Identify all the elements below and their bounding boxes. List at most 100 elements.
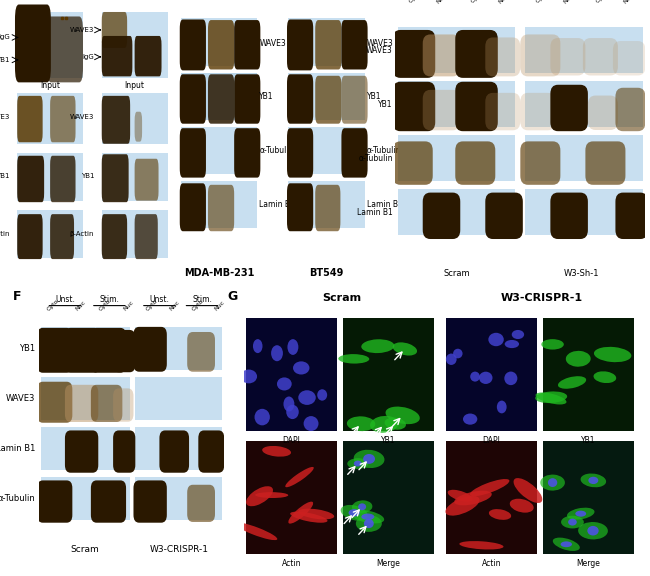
Ellipse shape xyxy=(304,416,318,431)
FancyBboxPatch shape xyxy=(521,93,555,130)
Text: Scram: Scram xyxy=(70,545,99,554)
FancyBboxPatch shape xyxy=(588,96,618,130)
Ellipse shape xyxy=(578,522,608,539)
FancyBboxPatch shape xyxy=(65,430,98,473)
Text: W3-CRISPR-1: W3-CRISPR-1 xyxy=(500,293,582,303)
Text: Lamin B1: Lamin B1 xyxy=(357,207,393,217)
FancyBboxPatch shape xyxy=(101,36,133,77)
Ellipse shape xyxy=(385,407,420,424)
FancyBboxPatch shape xyxy=(455,82,498,131)
Bar xyxy=(181,73,257,120)
Text: Cyto: Cyto xyxy=(46,298,60,312)
FancyBboxPatch shape xyxy=(135,159,159,200)
Ellipse shape xyxy=(446,354,457,365)
Bar xyxy=(135,377,222,420)
FancyBboxPatch shape xyxy=(101,214,127,259)
Bar xyxy=(18,153,83,200)
Ellipse shape xyxy=(364,519,374,528)
FancyBboxPatch shape xyxy=(586,141,625,185)
Text: β-Actin: β-Actin xyxy=(0,230,10,237)
Bar xyxy=(343,319,434,431)
Ellipse shape xyxy=(567,507,595,520)
Ellipse shape xyxy=(338,354,369,363)
Ellipse shape xyxy=(594,347,631,362)
Ellipse shape xyxy=(240,370,257,384)
FancyBboxPatch shape xyxy=(18,156,44,202)
Text: Unst.: Unst. xyxy=(150,295,170,304)
Text: WAVE3: WAVE3 xyxy=(6,394,35,403)
FancyBboxPatch shape xyxy=(315,185,341,231)
Text: α-Tubulin: α-Tubulin xyxy=(367,146,401,155)
Bar xyxy=(101,210,168,257)
FancyBboxPatch shape xyxy=(208,74,234,124)
FancyBboxPatch shape xyxy=(50,214,74,259)
FancyBboxPatch shape xyxy=(101,154,129,202)
Ellipse shape xyxy=(588,477,598,484)
Text: G: G xyxy=(227,290,238,303)
Bar xyxy=(525,27,643,73)
Ellipse shape xyxy=(453,348,463,358)
Ellipse shape xyxy=(290,511,328,523)
Bar xyxy=(101,153,168,200)
Bar xyxy=(18,210,83,257)
Bar xyxy=(246,319,337,431)
Bar xyxy=(398,135,515,181)
Ellipse shape xyxy=(277,377,292,391)
Bar xyxy=(525,189,643,235)
Bar xyxy=(288,181,365,228)
Text: Nuc: Nuc xyxy=(563,0,575,5)
Bar xyxy=(288,127,365,174)
Text: BT549: BT549 xyxy=(309,268,343,278)
Text: Nuc: Nuc xyxy=(74,300,86,312)
Bar xyxy=(181,181,257,228)
Ellipse shape xyxy=(246,486,273,506)
Text: Actin: Actin xyxy=(482,559,501,569)
Bar xyxy=(101,93,168,144)
Bar xyxy=(18,12,83,78)
Ellipse shape xyxy=(536,392,567,404)
Text: α-Tubulin: α-Tubulin xyxy=(0,494,35,503)
Ellipse shape xyxy=(512,330,524,339)
FancyBboxPatch shape xyxy=(65,385,98,422)
FancyBboxPatch shape xyxy=(341,76,368,124)
Ellipse shape xyxy=(347,416,375,431)
FancyBboxPatch shape xyxy=(101,96,130,144)
Ellipse shape xyxy=(463,414,477,425)
Ellipse shape xyxy=(352,501,372,513)
Text: WAVE3: WAVE3 xyxy=(70,27,94,33)
Ellipse shape xyxy=(580,473,606,487)
Bar xyxy=(525,135,643,181)
FancyBboxPatch shape xyxy=(234,74,261,124)
Bar xyxy=(135,427,222,469)
Ellipse shape xyxy=(253,339,263,353)
Ellipse shape xyxy=(262,446,291,457)
Text: WAVE3: WAVE3 xyxy=(259,39,286,48)
FancyBboxPatch shape xyxy=(47,17,83,82)
Ellipse shape xyxy=(460,541,504,550)
Text: YB1: YB1 xyxy=(19,344,35,353)
Bar xyxy=(18,93,83,144)
Text: β-Actin: β-Actin xyxy=(70,230,94,237)
Ellipse shape xyxy=(271,345,283,361)
Ellipse shape xyxy=(317,389,327,401)
Ellipse shape xyxy=(361,339,395,353)
Text: Nuc: Nuc xyxy=(168,300,181,312)
FancyBboxPatch shape xyxy=(135,36,161,77)
Ellipse shape xyxy=(283,396,294,411)
Ellipse shape xyxy=(286,405,299,419)
FancyBboxPatch shape xyxy=(37,328,72,373)
Bar xyxy=(398,81,515,127)
FancyBboxPatch shape xyxy=(455,30,498,78)
Ellipse shape xyxy=(341,505,368,521)
Bar xyxy=(41,377,130,420)
FancyBboxPatch shape xyxy=(180,183,206,231)
Text: α-Tubulin: α-Tubulin xyxy=(259,146,294,155)
Bar xyxy=(525,81,643,127)
FancyBboxPatch shape xyxy=(393,82,436,131)
FancyBboxPatch shape xyxy=(521,141,560,185)
FancyBboxPatch shape xyxy=(613,41,645,75)
FancyBboxPatch shape xyxy=(315,76,341,124)
Ellipse shape xyxy=(445,496,480,516)
Text: Scram: Scram xyxy=(443,268,470,278)
Ellipse shape xyxy=(234,522,278,540)
